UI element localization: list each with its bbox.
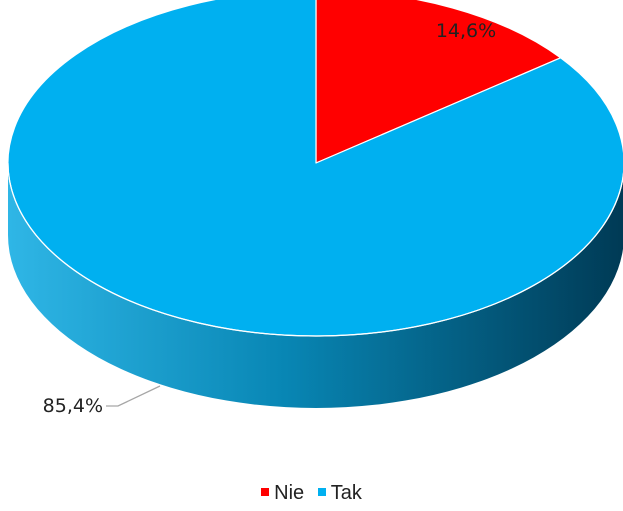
legend-label-nie: Nie xyxy=(274,482,305,504)
legend-item-tak: Tak xyxy=(317,482,362,505)
pie-rim xyxy=(7,162,623,337)
pie-leaders xyxy=(106,385,161,407)
pie-side xyxy=(8,163,623,408)
data-label-tak: 85,4% xyxy=(43,395,103,417)
leader-line-tak xyxy=(106,385,161,407)
data-label-nie: 14,6% xyxy=(436,20,496,42)
legend-item-nie: Nie xyxy=(261,482,304,505)
legend-swatch-nie xyxy=(261,487,270,496)
legend-label-tak: Tak xyxy=(330,482,362,504)
legend-swatch-tak xyxy=(317,487,326,496)
pie-slice-nie xyxy=(315,0,562,164)
pie-chart: 14,6% 85,4% xyxy=(7,0,623,417)
pie-top xyxy=(7,0,623,337)
chart-legend: Nie Tak xyxy=(0,482,623,505)
pie-side-tak xyxy=(8,163,623,408)
